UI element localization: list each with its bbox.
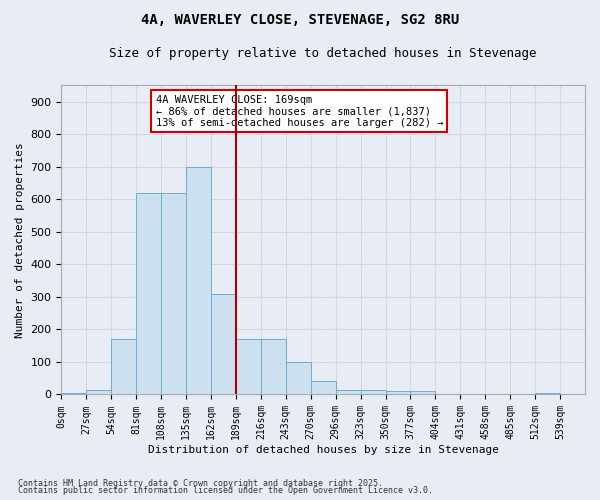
Bar <box>261 339 286 394</box>
Text: Contains public sector information licensed under the Open Government Licence v3: Contains public sector information licen… <box>18 486 433 495</box>
Bar <box>410 391 436 394</box>
Bar <box>335 390 361 394</box>
Bar <box>236 339 261 394</box>
Bar <box>361 390 386 394</box>
Bar <box>61 393 86 394</box>
Text: 4A, WAVERLEY CLOSE, STEVENAGE, SG2 8RU: 4A, WAVERLEY CLOSE, STEVENAGE, SG2 8RU <box>141 12 459 26</box>
Bar <box>186 166 211 394</box>
Text: 4A WAVERLEY CLOSE: 169sqm
← 86% of detached houses are smaller (1,837)
13% of se: 4A WAVERLEY CLOSE: 169sqm ← 86% of detac… <box>155 94 443 128</box>
Bar <box>535 393 560 394</box>
Text: Contains HM Land Registry data © Crown copyright and database right 2025.: Contains HM Land Registry data © Crown c… <box>18 478 383 488</box>
Bar <box>311 382 335 394</box>
Title: Size of property relative to detached houses in Stevenage: Size of property relative to detached ho… <box>109 48 537 60</box>
Bar <box>211 294 236 394</box>
Bar <box>111 339 136 394</box>
X-axis label: Distribution of detached houses by size in Stevenage: Distribution of detached houses by size … <box>148 445 499 455</box>
Bar <box>286 362 311 394</box>
Bar <box>136 192 161 394</box>
Bar <box>161 192 186 394</box>
Y-axis label: Number of detached properties: Number of detached properties <box>15 142 25 338</box>
Bar <box>386 391 410 394</box>
Bar <box>86 390 111 394</box>
